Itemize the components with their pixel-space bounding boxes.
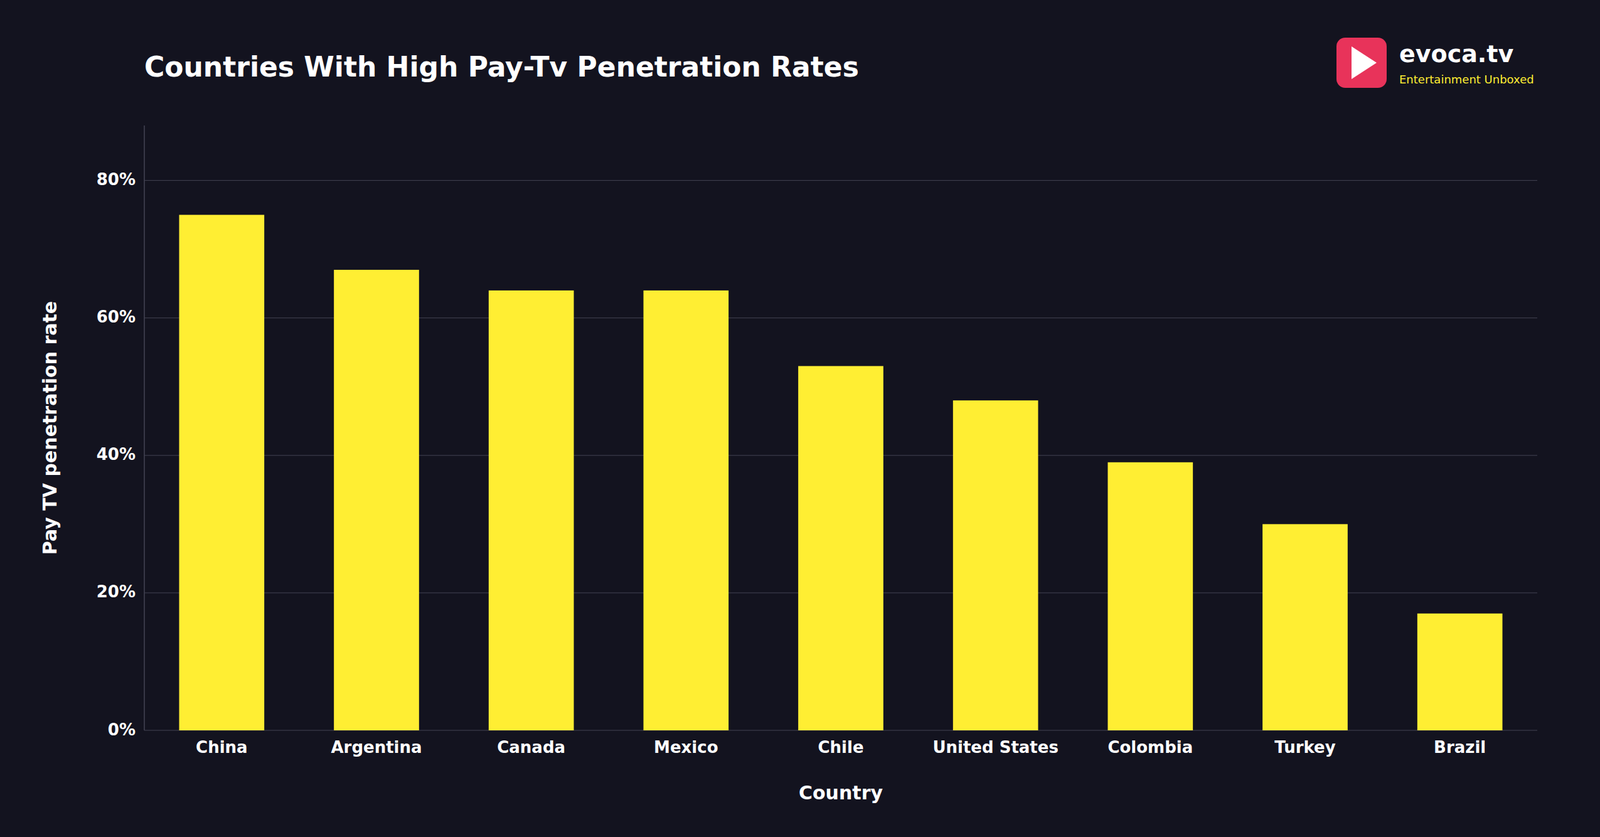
x-tick-label: Turkey <box>1274 737 1336 757</box>
y-axis-line <box>143 125 145 731</box>
bar <box>488 290 575 731</box>
bar <box>1108 462 1194 731</box>
x-tick-label: Mexico <box>653 737 718 757</box>
chart-svg: Countries With High Pay-Tv Penetration R… <box>0 0 1600 837</box>
chart-container: Countries With High Pay-Tv Penetration R… <box>0 0 1600 837</box>
x-tick-label: China <box>195 737 248 757</box>
bars <box>179 214 1503 731</box>
logo-play <box>1351 46 1377 80</box>
y-tick-label: 80% <box>96 170 136 189</box>
logo-icon <box>1336 37 1387 88</box>
y-axis-label: Pay TV penetration rate <box>38 301 61 555</box>
y-axis: 0% 20% 40% 60% 80% <box>96 125 1538 740</box>
y-tick-label: 20% <box>96 582 136 602</box>
logo-text: evoca.tv <box>1399 40 1514 68</box>
x-tick-label: Canada <box>496 737 566 757</box>
background <box>0 0 1600 837</box>
bar <box>953 400 1039 731</box>
bar <box>798 365 884 731</box>
x-tick-label: Colombia <box>1107 737 1193 757</box>
y-tick-label: 0% <box>107 720 136 740</box>
bar <box>1262 523 1348 731</box>
logo: evoca.tv Entertainment Unboxed <box>1336 37 1535 88</box>
y-tick-label: 60% <box>96 307 136 327</box>
x-tick-label: Brazil <box>1433 737 1486 757</box>
bar <box>179 214 265 731</box>
grid-line <box>144 180 1538 181</box>
x-axis: China Argentina Canada Mexico Chile United St… <box>195 737 1486 757</box>
title: Countries With High Pay-Tv Penetration R… <box>144 50 859 83</box>
x-tick-label: United States <box>932 737 1059 757</box>
x-axis-label: Country <box>798 781 883 804</box>
logo-subtext: Entertainment Unboxed <box>1399 72 1535 86</box>
bar <box>643 290 730 731</box>
bar <box>1417 613 1503 731</box>
x-tick-label: Argentina <box>330 737 422 757</box>
x-tick-label: Chile <box>817 737 864 757</box>
y-tick-label: 40% <box>96 444 136 464</box>
bar <box>333 269 420 731</box>
